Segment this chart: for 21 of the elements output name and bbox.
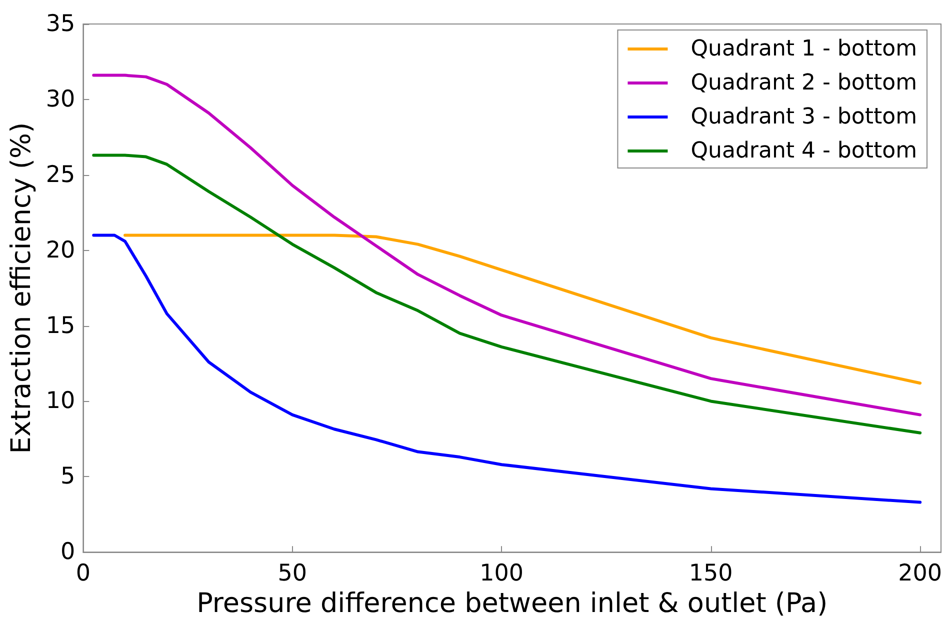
y-tick-label: 5 xyxy=(60,464,76,490)
y-axis-title: Extraction efficiency (%) xyxy=(6,122,37,454)
x-tick-label: 100 xyxy=(480,560,524,587)
line-series xyxy=(92,74,922,416)
legend-label: Quadrant 3 - bottom xyxy=(690,104,918,130)
line-series xyxy=(124,234,922,385)
legend-label: Quadrant 1 - bottom xyxy=(690,36,918,62)
y-tick-label: 35 xyxy=(46,11,76,37)
y-tick-label: 25 xyxy=(46,162,76,188)
line-series xyxy=(92,234,922,504)
x-tick-label: 200 xyxy=(898,560,942,587)
legend-label: Quadrant 4 - bottom xyxy=(690,138,918,164)
y-tick-label: 20 xyxy=(46,237,76,264)
y-tick-label: 30 xyxy=(46,86,76,112)
legend-label: Quadrant 2 - bottom xyxy=(690,70,918,96)
x-tick-label: 50 xyxy=(278,560,308,587)
y-tick-label: 15 xyxy=(46,312,76,339)
y-tick-label: 0 xyxy=(60,539,76,566)
y-tick-label: 10 xyxy=(46,388,76,414)
x-axis-title: Pressure difference between inlet & outlet (Pa) xyxy=(196,588,828,619)
x-tick-label: 150 xyxy=(688,560,733,587)
